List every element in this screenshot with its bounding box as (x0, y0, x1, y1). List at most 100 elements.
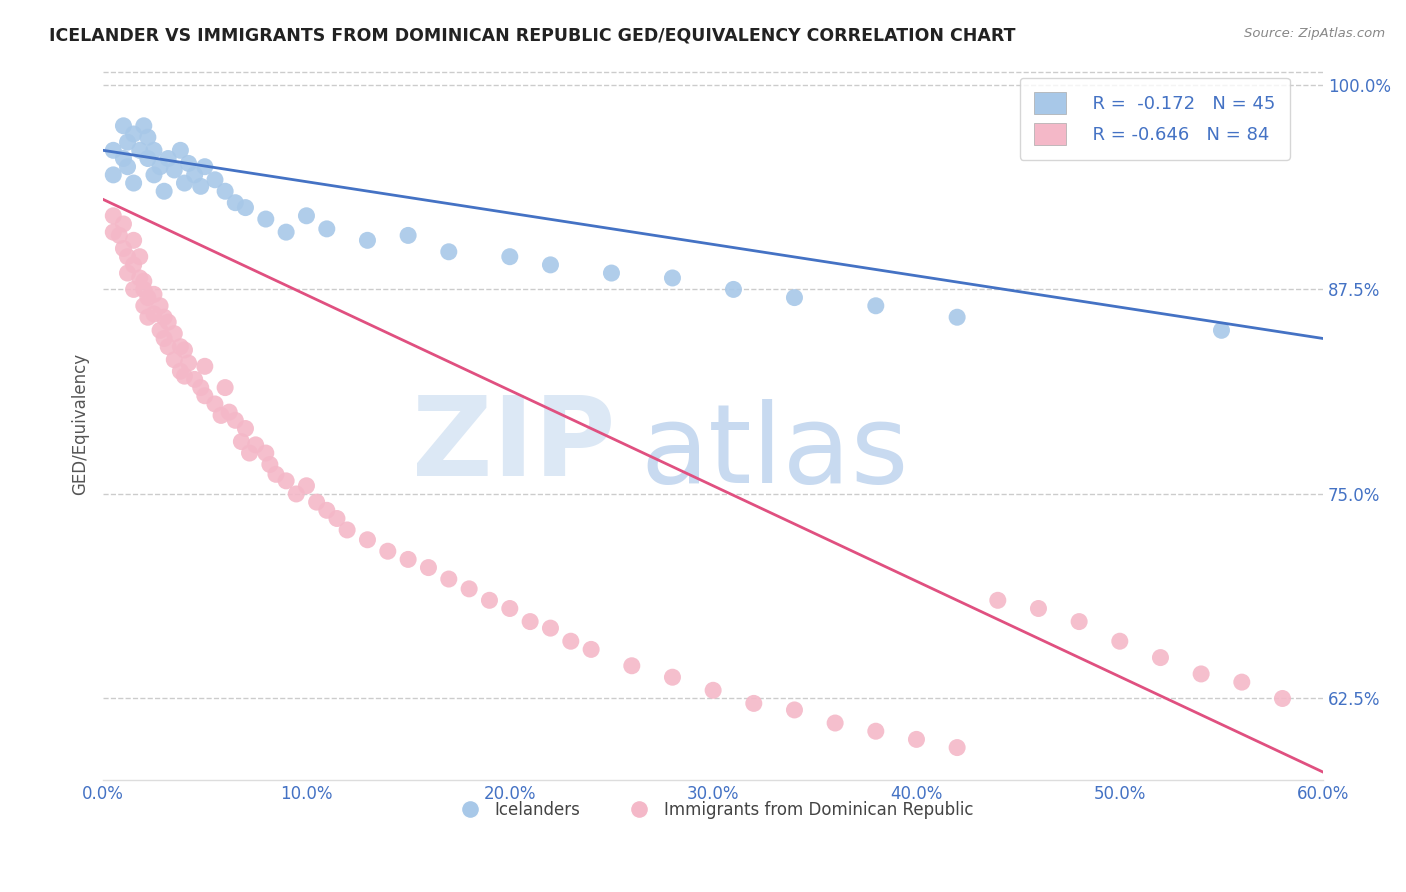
Point (264, 467, 287, 482)
Point (865, 299, 887, 313)
Point (117, 250, 139, 264)
Point (103, 209, 125, 223)
Text: atlas: atlas (640, 400, 908, 507)
Y-axis label: GED/Equivalency: GED/Equivalency (72, 353, 89, 495)
Point (204, 397, 226, 411)
Point (177, 356, 200, 370)
Text: Source: ZipAtlas.com: Source: ZipAtlas.com (1244, 27, 1385, 40)
Point (108, 228, 131, 243)
Point (661, 271, 683, 285)
Point (204, 173, 226, 187)
Point (356, 533, 378, 547)
Point (122, 176, 145, 190)
Point (661, 670, 683, 684)
Point (336, 523, 359, 537)
Point (315, 222, 337, 236)
Point (157, 340, 180, 354)
Point (214, 184, 236, 198)
Point (177, 156, 200, 170)
Point (579, 642, 602, 657)
Point (173, 343, 195, 357)
Point (117, 266, 139, 280)
Point (143, 144, 166, 158)
Point (458, 582, 481, 596)
Text: ICELANDER VS IMMIGRANTS FROM DOMINICAN REPUBLIC GED/EQUIVALENCY CORRELATION CHAR: ICELANDER VS IMMIGRANTS FROM DOMINICAN R… (49, 27, 1015, 45)
Point (190, 381, 212, 395)
Point (1108, 634, 1130, 648)
Point (194, 389, 217, 403)
Point (620, 658, 643, 673)
Point (946, 310, 969, 325)
Legend: Icelanders, Immigrants from Dominican Republic: Icelanders, Immigrants from Dominican Re… (446, 794, 980, 825)
Point (149, 299, 172, 313)
Point (128, 271, 150, 285)
Point (1028, 601, 1050, 615)
Point (499, 250, 522, 264)
Point (1271, 691, 1294, 706)
Point (987, 593, 1010, 607)
Point (149, 323, 172, 337)
Point (169, 144, 191, 158)
Point (112, 242, 135, 256)
Point (437, 572, 460, 586)
Point (128, 144, 150, 158)
Point (163, 163, 186, 178)
Point (163, 326, 186, 341)
Point (128, 250, 150, 264)
Point (136, 130, 159, 145)
Point (1211, 323, 1233, 337)
Point (1230, 675, 1253, 690)
Point (235, 421, 257, 435)
Point (143, 307, 166, 321)
Point (356, 233, 378, 247)
Point (540, 621, 562, 635)
Point (377, 544, 399, 558)
Point (209, 409, 232, 423)
Point (824, 716, 846, 731)
Point (540, 258, 562, 272)
Point (194, 359, 217, 374)
Point (285, 487, 308, 501)
Point (276, 225, 298, 239)
Point (231, 434, 253, 449)
Point (194, 160, 217, 174)
Point (235, 201, 257, 215)
Point (254, 212, 277, 227)
Text: ZIP: ZIP (412, 392, 616, 500)
Point (122, 233, 145, 247)
Point (169, 364, 191, 378)
Point (117, 135, 139, 149)
Point (132, 274, 155, 288)
Point (254, 446, 277, 460)
Point (153, 310, 176, 325)
Point (149, 160, 172, 174)
Point (224, 195, 246, 210)
Point (276, 474, 298, 488)
Point (122, 282, 145, 296)
Point (783, 703, 806, 717)
Point (418, 560, 440, 574)
Point (238, 446, 260, 460)
Point (136, 291, 159, 305)
Point (305, 495, 328, 509)
Point (173, 369, 195, 384)
Point (218, 405, 240, 419)
Point (112, 152, 135, 166)
Point (224, 413, 246, 427)
Point (173, 176, 195, 190)
Point (478, 593, 501, 607)
Point (396, 228, 419, 243)
Point (169, 340, 191, 354)
Point (183, 168, 205, 182)
Point (326, 511, 349, 525)
Point (183, 372, 205, 386)
Point (946, 740, 969, 755)
Point (132, 282, 155, 296)
Point (600, 266, 623, 280)
Point (865, 724, 887, 739)
Point (112, 119, 135, 133)
Point (190, 179, 212, 194)
Point (702, 683, 724, 698)
Point (132, 119, 155, 133)
Point (153, 184, 176, 198)
